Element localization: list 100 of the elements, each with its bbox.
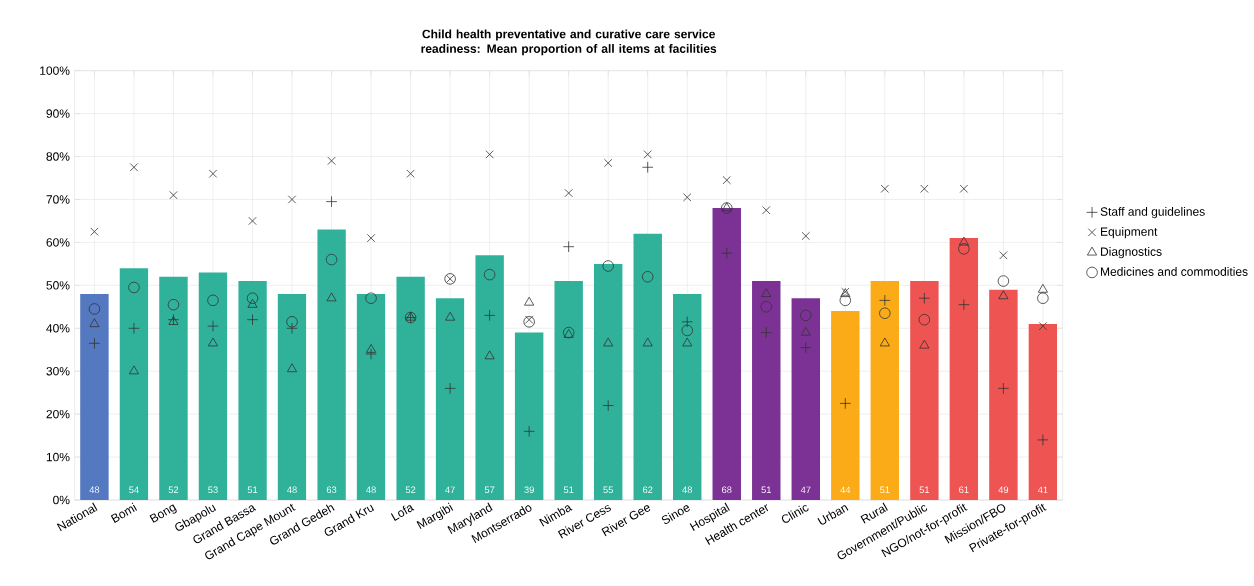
- y-tick-label: 60%: [46, 238, 70, 247]
- point: [286, 322, 298, 334]
- point: [681, 324, 693, 337]
- x-tick-label: Lofa: [390, 505, 415, 521]
- data-label: 54: [129, 486, 139, 494]
- bar: [949, 238, 979, 500]
- bar: [514, 332, 544, 500]
- data-label: 63: [326, 486, 337, 494]
- point: [564, 188, 573, 198]
- y-tick-label: 50%: [46, 281, 70, 290]
- point: [919, 339, 930, 349]
- x-tick-label: Clinic: [781, 505, 809, 523]
- point: [88, 303, 101, 315]
- point: [208, 169, 218, 178]
- point: [444, 382, 456, 395]
- point: [800, 341, 812, 354]
- data-label: 41: [1037, 486, 1048, 494]
- data-label: 49: [998, 486, 1009, 494]
- data-label: 48: [89, 486, 100, 494]
- data-label: 53: [208, 486, 218, 494]
- bar: [712, 208, 741, 500]
- point: [524, 315, 534, 324]
- point: [643, 150, 652, 159]
- point: [879, 294, 891, 307]
- point: [762, 206, 771, 215]
- y-tick-label: 10%: [46, 452, 70, 462]
- point: [722, 175, 731, 185]
- data-label: 51: [247, 486, 258, 494]
- bar: [277, 293, 307, 500]
- data-label: 39: [524, 486, 534, 494]
- point: [958, 236, 969, 246]
- bar: [475, 255, 504, 500]
- point: [248, 216, 257, 226]
- data-label: 52: [405, 486, 416, 494]
- point: [839, 294, 852, 307]
- point: [287, 195, 297, 204]
- point: [207, 294, 219, 307]
- x-tick-label: Sinoe: [661, 505, 690, 524]
- point: [366, 233, 376, 243]
- data-label: 57: [484, 486, 495, 494]
- point: [327, 156, 336, 165]
- point: [721, 247, 733, 259]
- bar: [396, 276, 425, 500]
- bar: [593, 263, 623, 500]
- point: [683, 193, 692, 202]
- point: [366, 344, 377, 353]
- bar: [1028, 323, 1058, 500]
- data-label: 47: [445, 486, 455, 494]
- point: [523, 316, 535, 328]
- data-label: 48: [682, 486, 693, 494]
- point: [681, 316, 693, 328]
- data-label: 51: [880, 486, 890, 494]
- point: [604, 158, 613, 168]
- chart-title: Child health preventative and curative care service readiness: Mean proportion of all items at facilities: [421, 29, 717, 56]
- legend-label: Diagnostics: [1101, 247, 1162, 259]
- point: [326, 292, 337, 302]
- point: [1037, 292, 1049, 304]
- point: [89, 318, 100, 328]
- point: [128, 365, 139, 375]
- data-label: 47: [800, 486, 811, 494]
- point: [839, 397, 852, 410]
- y-tick-label: 30%: [46, 366, 70, 376]
- point: [682, 337, 693, 347]
- legend-label: Equipment: [1101, 227, 1158, 239]
- bar: [317, 229, 346, 500]
- point: [406, 169, 415, 178]
- point: [641, 161, 654, 173]
- bar: [831, 311, 860, 500]
- data-label: 48: [287, 486, 297, 494]
- point: [207, 337, 218, 347]
- y-tick-label: 90%: [46, 109, 70, 118]
- bar: [673, 293, 702, 500]
- y-tick-label: 80%: [46, 152, 70, 161]
- point: [958, 298, 970, 311]
- point: [247, 298, 258, 308]
- data-label: 44: [840, 486, 851, 494]
- data-label: 61: [959, 486, 969, 494]
- point: [207, 320, 219, 332]
- point: [485, 150, 494, 159]
- point: [920, 184, 929, 193]
- y-tick-label: 70%: [46, 195, 70, 204]
- data-label: 48: [366, 486, 376, 494]
- point: [999, 251, 1008, 260]
- point: [365, 292, 377, 304]
- legend-label: Medicines and commodities: [1101, 267, 1248, 276]
- point: [523, 425, 535, 438]
- data-label: 52: [168, 486, 179, 494]
- bar: [870, 281, 900, 500]
- point: [959, 184, 969, 193]
- bar: [80, 293, 109, 500]
- point: [997, 382, 1010, 395]
- point: [90, 227, 99, 236]
- data-label: 55: [603, 486, 613, 494]
- point: [958, 243, 970, 255]
- point: [484, 350, 495, 360]
- data-label: 51: [563, 486, 574, 494]
- point: [997, 275, 1010, 287]
- point: [918, 313, 931, 326]
- point: [800, 309, 812, 322]
- point: [246, 292, 259, 304]
